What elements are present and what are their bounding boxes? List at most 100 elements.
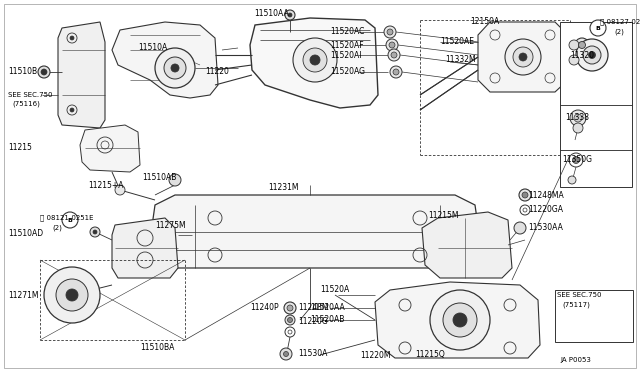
Text: 11520AC: 11520AC — [330, 28, 364, 36]
Circle shape — [569, 153, 583, 167]
Text: 11275M: 11275M — [155, 221, 186, 230]
Circle shape — [285, 315, 295, 325]
Polygon shape — [478, 22, 568, 92]
Polygon shape — [150, 195, 480, 268]
Circle shape — [384, 26, 396, 38]
Text: 11520AE: 11520AE — [440, 38, 474, 46]
Text: B: B — [68, 218, 72, 222]
Circle shape — [70, 108, 74, 112]
Text: (2): (2) — [52, 225, 62, 231]
Circle shape — [287, 317, 292, 323]
Circle shape — [164, 57, 186, 79]
Text: 11240P: 11240P — [250, 304, 278, 312]
Bar — [560, 22, 632, 187]
Circle shape — [522, 192, 528, 198]
Circle shape — [574, 114, 582, 122]
Text: 11510B: 11510B — [8, 67, 37, 77]
Text: 11520A: 11520A — [320, 285, 349, 295]
Text: (75116): (75116) — [12, 101, 40, 107]
Circle shape — [569, 40, 579, 50]
Text: 11520AB: 11520AB — [310, 315, 344, 324]
Circle shape — [287, 305, 293, 311]
Circle shape — [443, 303, 477, 337]
Text: 11338: 11338 — [565, 113, 589, 122]
Circle shape — [155, 48, 195, 88]
Text: 11332M: 11332M — [445, 55, 476, 64]
Circle shape — [115, 185, 125, 195]
Circle shape — [38, 66, 50, 78]
Text: SEE SEC.750: SEE SEC.750 — [557, 292, 602, 298]
Circle shape — [41, 69, 47, 75]
Circle shape — [391, 52, 397, 58]
Text: 11510AB: 11510AB — [142, 173, 177, 183]
Circle shape — [56, 279, 88, 311]
Circle shape — [514, 222, 526, 234]
Circle shape — [569, 55, 579, 65]
Circle shape — [93, 230, 97, 234]
Circle shape — [90, 227, 100, 237]
Circle shape — [519, 53, 527, 61]
Circle shape — [576, 39, 608, 71]
Text: 11215Q: 11215Q — [415, 350, 445, 359]
Text: 11520AG: 11520AG — [330, 67, 365, 77]
Circle shape — [62, 212, 78, 228]
Circle shape — [579, 42, 586, 48]
Polygon shape — [112, 22, 218, 98]
Text: 11215: 11215 — [8, 144, 32, 153]
Text: JA P0053: JA P0053 — [560, 357, 591, 363]
Circle shape — [589, 51, 595, 58]
Text: 11320: 11320 — [570, 51, 594, 60]
Text: 11215+A: 11215+A — [88, 182, 124, 190]
Circle shape — [169, 174, 181, 186]
Text: 11520AF: 11520AF — [330, 41, 364, 49]
Circle shape — [171, 64, 179, 72]
Polygon shape — [80, 125, 140, 172]
Text: 11510A: 11510A — [138, 44, 167, 52]
Text: 11520AI: 11520AI — [330, 51, 362, 60]
Circle shape — [583, 46, 601, 64]
Text: Ⓑ 08127-0201E: Ⓑ 08127-0201E — [600, 19, 640, 25]
Circle shape — [575, 38, 589, 52]
Circle shape — [388, 49, 400, 61]
Circle shape — [293, 38, 337, 82]
Text: 11530AA: 11530AA — [528, 224, 563, 232]
Circle shape — [285, 10, 295, 20]
Text: B: B — [596, 26, 600, 31]
Text: 12150A: 12150A — [470, 17, 499, 26]
Text: 11520AA: 11520AA — [310, 304, 345, 312]
Polygon shape — [375, 282, 540, 358]
Circle shape — [284, 352, 289, 356]
Text: 11350G: 11350G — [562, 155, 592, 164]
Text: 11510AA: 11510AA — [254, 10, 289, 19]
Circle shape — [288, 13, 292, 17]
Text: 11530A: 11530A — [298, 350, 328, 359]
Circle shape — [310, 55, 320, 65]
Circle shape — [520, 205, 530, 215]
Text: 11248M: 11248M — [298, 304, 328, 312]
Circle shape — [513, 47, 533, 67]
Text: 11510AD: 11510AD — [8, 228, 43, 237]
Circle shape — [573, 157, 579, 164]
Text: 11248MA: 11248MA — [528, 190, 564, 199]
Text: 11220G: 11220G — [298, 317, 328, 327]
Circle shape — [284, 302, 296, 314]
Text: SEE SEC.750: SEE SEC.750 — [8, 92, 52, 98]
Circle shape — [505, 39, 541, 75]
Circle shape — [430, 290, 490, 350]
Circle shape — [70, 36, 74, 40]
Polygon shape — [422, 212, 512, 278]
Text: (75117): (75117) — [562, 302, 590, 308]
Text: Ⓑ 08121-0251E: Ⓑ 08121-0251E — [40, 215, 93, 221]
Circle shape — [44, 267, 100, 323]
Circle shape — [390, 66, 402, 78]
Text: 11271M: 11271M — [8, 291, 38, 299]
Text: 11220M: 11220M — [360, 350, 390, 359]
Polygon shape — [250, 18, 378, 108]
Circle shape — [590, 20, 606, 36]
Circle shape — [386, 39, 398, 51]
Circle shape — [303, 48, 327, 72]
Polygon shape — [58, 22, 105, 128]
Polygon shape — [112, 218, 178, 278]
Circle shape — [568, 176, 576, 184]
Text: 11220GA: 11220GA — [528, 205, 563, 215]
